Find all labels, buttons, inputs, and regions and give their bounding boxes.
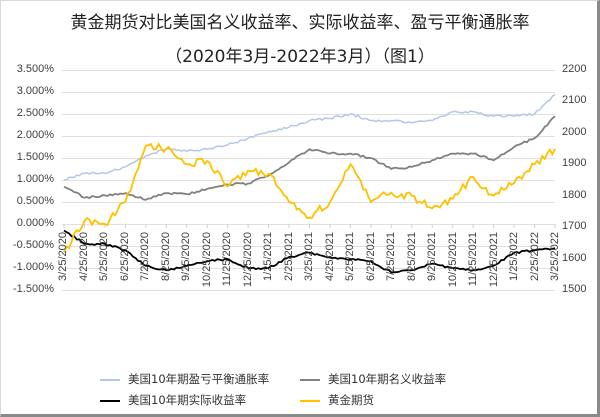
left-axis-tick: 2.000% (16, 129, 54, 141)
x-axis-tick: 9/25/2021 (426, 232, 438, 281)
x-axis-tick: 6/25/2021 (364, 232, 377, 281)
nominal-yield-line (63, 115, 556, 201)
legend-item-real: 美国10年期实际收益率 (100, 392, 246, 408)
x-axis-tick: 5/25/2021 (344, 232, 356, 281)
x-axis-tick: 8/25/2020 (159, 232, 172, 281)
legend-label: 美国10年期名义收益率 (328, 372, 447, 386)
legend-item-nominal: 美国10年期名义收益率 (300, 371, 446, 387)
x-axis-tick: 11/25/2020 (221, 232, 233, 287)
x-axis-tick: 12/25/2021 (487, 232, 500, 288)
legend-label: 美国10年期盈亏平衡通胀率 (128, 372, 270, 386)
legend-label: 黄金期货 (328, 393, 374, 407)
x-axis-tick: 3/25/2022 (549, 232, 561, 281)
x-axis-tick: 7/25/2020 (139, 232, 151, 281)
x-axis-tick: 1/25/2022 (508, 232, 520, 281)
x-axis-tick: 1/25/2021 (262, 232, 274, 281)
right-axis-tick: 2100 (562, 94, 587, 106)
legend-swatch (300, 378, 320, 381)
right-axis-tick: 2200 (562, 63, 587, 75)
gold-futures-line (63, 142, 556, 253)
left-axis-tick: 0.000% (16, 217, 54, 229)
right-axis-tick: 2000 (562, 126, 587, 138)
left-axis-tick: -0.500% (13, 239, 54, 251)
x-axis-tick: 7/25/2021 (385, 232, 397, 281)
x-axis-tick: 4/25/2021 (323, 232, 336, 281)
right-axis-tick: 1600 (562, 252, 587, 264)
legend-label: 美国10年期实际收益率 (128, 393, 247, 407)
left-axis-tick: 1.500% (16, 151, 54, 163)
breakeven-inflation-line (63, 93, 556, 181)
legend-swatch (100, 378, 120, 381)
x-axis-tick: 2/25/2022 (528, 232, 541, 281)
right-axis-tick: 1700 (562, 220, 587, 232)
left-axis-tick: 2.500% (16, 107, 54, 119)
x-axis-tick: 10/25/2020 (200, 232, 213, 288)
x-axis-tick: 5/25/2020 (98, 232, 110, 281)
left-axis-tick: 3.500% (16, 63, 54, 75)
legend-item-breakeven: 美国10年期盈亏平衡通胀率 (100, 371, 269, 387)
legend-swatch (300, 399, 320, 402)
right-axis-tick: 1900 (562, 157, 587, 169)
x-axis-tick: 6/25/2020 (118, 232, 131, 281)
left-axis-tick: -1.000% (13, 261, 54, 273)
legend-swatch (100, 399, 120, 402)
chart-title: 黄金期货对比美国名义收益率、实际收益率、盈亏平衡通胀率 (70, 13, 530, 33)
x-axis-tick: 12/25/2020 (241, 232, 254, 288)
right-axis-tick: 1500 (562, 283, 587, 295)
x-axis-tick: 3/25/2020 (57, 232, 69, 281)
left-axis-tick: -1.500% (13, 283, 54, 295)
chart-subtitle: （2020年3月-2022年3月）（图1） (165, 47, 435, 67)
x-axis-tick: 8/25/2021 (405, 232, 418, 281)
x-axis-tick: 10/25/2021 (446, 232, 459, 288)
x-axis-tick: 4/25/2020 (77, 232, 90, 281)
gridlines (62, 70, 555, 291)
left-axis-tick: 0.500% (16, 195, 54, 207)
x-axis-tick: 9/25/2020 (180, 232, 192, 281)
legend-item-gold: 黄金期货 (300, 392, 374, 408)
left-axis-tick: 3.000% (16, 85, 54, 97)
x-axis-tick: 11/25/2021 (467, 232, 479, 287)
left-axis-tick: 1.000% (16, 173, 54, 185)
x-axis-tick: 3/25/2021 (303, 232, 315, 281)
real-yield-line (63, 229, 556, 274)
right-axis-tick: 1800 (562, 189, 587, 201)
x-axis-tick: 2/25/2021 (282, 232, 295, 281)
